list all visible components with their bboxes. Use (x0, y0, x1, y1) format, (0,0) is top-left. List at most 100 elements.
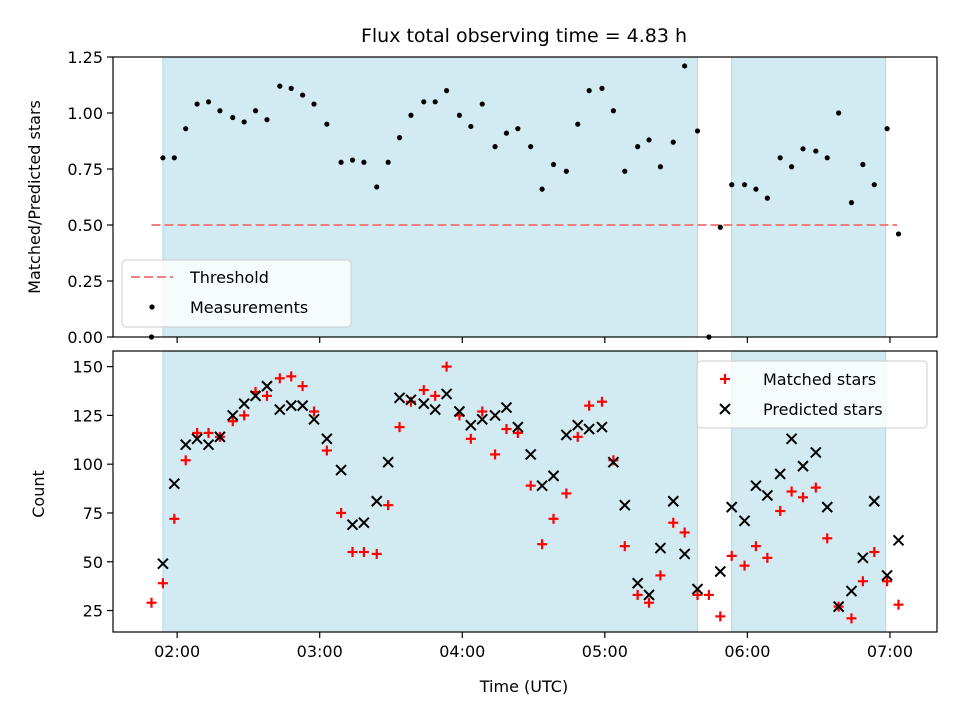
measurement-point (217, 108, 223, 114)
y-tick-label: 75 (83, 504, 103, 523)
y-tick-label: 100 (72, 455, 103, 474)
matched-star-point (762, 552, 773, 563)
x-stroke-b (168, 477, 181, 490)
predicted-star-point (191, 433, 203, 445)
x-tick-label: 07:00 (867, 642, 913, 661)
matched-star-point (632, 589, 643, 600)
measurement-point (884, 126, 890, 132)
measurement-point (635, 144, 641, 150)
matched-star-point (297, 381, 308, 392)
x-stroke-b (321, 433, 333, 445)
matched-star-point (561, 488, 572, 499)
matched-star-point (321, 445, 332, 456)
bottom-y-axis-label: Count (29, 470, 48, 518)
predicted-star-point (214, 431, 226, 443)
measurement-point (361, 159, 367, 165)
x-stroke-b (797, 460, 809, 472)
x-stroke-b (393, 392, 406, 404)
matched-star-point (157, 578, 168, 589)
x-stroke-b (191, 433, 203, 445)
predicted-star-point (631, 577, 644, 589)
predicted-star-point (321, 433, 333, 445)
predicted-star-point (750, 479, 762, 492)
predicted-star-point (892, 534, 905, 546)
legend-bottom: Matched stars Predicted stars (696, 360, 928, 429)
matched-star-point (739, 560, 750, 571)
matched-star-point (169, 513, 180, 524)
measurement-point (622, 168, 628, 174)
predicted-star-point (227, 409, 239, 422)
measurement-point (813, 148, 819, 154)
x-stroke-b (714, 565, 727, 578)
matched-star-point (146, 597, 157, 608)
matched-star-point (797, 492, 808, 503)
predicted-star-point (810, 446, 822, 459)
legend-measurement-label: Measurements (190, 298, 308, 317)
matched-star-point (309, 406, 320, 417)
y-tick-label: 125 (72, 406, 103, 425)
x-stroke-b (238, 397, 250, 410)
predicted-star-point (249, 390, 262, 402)
predicted-star-point (654, 542, 667, 554)
matched-star-point (668, 517, 679, 528)
measurement-point (515, 126, 521, 132)
predicted-star-point (560, 429, 573, 441)
x-stroke-b (868, 495, 880, 507)
measurement-point (788, 164, 795, 170)
matched-star-point (810, 482, 821, 493)
matched-star-point (441, 361, 452, 372)
measurement-point (241, 119, 247, 125)
predicted-star-point (285, 399, 297, 412)
y-tick-label: 0.00 (67, 328, 103, 347)
predicted-star-point (476, 413, 488, 426)
measurement-point (160, 155, 166, 161)
matched-star-point (703, 589, 714, 600)
measurement-point (311, 101, 317, 107)
x-stroke-b (440, 388, 453, 400)
predicted-star-point (643, 589, 655, 601)
predicted-star-point (346, 518, 359, 531)
legend-predicted-swatch-b (719, 403, 731, 415)
predicted-star-point (489, 409, 501, 422)
legend-top: Threshold Measurements (121, 259, 352, 328)
predicted-star-point (583, 423, 595, 435)
x-tick-label: 05:00 (582, 642, 628, 661)
legend-box (121, 259, 352, 328)
predicted-star-point (691, 583, 704, 595)
matched-star-point (572, 431, 583, 442)
predicted-star-point (202, 438, 215, 451)
matched-star-point (822, 533, 833, 544)
measurement-point (753, 186, 759, 192)
matched-star-point (869, 546, 880, 557)
matched-star-point (347, 546, 358, 557)
y-tick-label: 0.75 (67, 160, 103, 179)
measurement-point (503, 130, 510, 136)
predicted-star-point (453, 405, 466, 418)
measurement-point (277, 83, 283, 89)
predicted-star-point (547, 470, 560, 482)
predicted-star-point (405, 394, 417, 406)
x-tick-label: 04:00 (439, 642, 485, 661)
x-stroke-b (202, 438, 215, 451)
matched-star-point (882, 576, 893, 587)
x-stroke-b (524, 448, 537, 461)
y-tick-label: 1.00 (67, 104, 103, 123)
matched-star-point (180, 455, 191, 466)
matched-star-point (679, 527, 690, 538)
x-stroke-b (774, 468, 786, 480)
matched-star-point (846, 613, 857, 624)
measurement-point (264, 117, 270, 123)
matched-star-point (525, 480, 536, 491)
predicted-star-point (845, 585, 858, 597)
x-stroke-b (761, 489, 774, 502)
y-tick-label: 25 (83, 602, 103, 621)
measurement-point (205, 99, 212, 105)
measurement-point (741, 182, 748, 188)
x-stroke-b (667, 495, 679, 507)
legend-measurement-swatch (149, 304, 155, 310)
x-stroke-b (619, 499, 631, 511)
x-tick-label: 06:00 (724, 642, 770, 661)
matched-star-point (358, 546, 369, 557)
x-stroke-b (405, 394, 417, 406)
